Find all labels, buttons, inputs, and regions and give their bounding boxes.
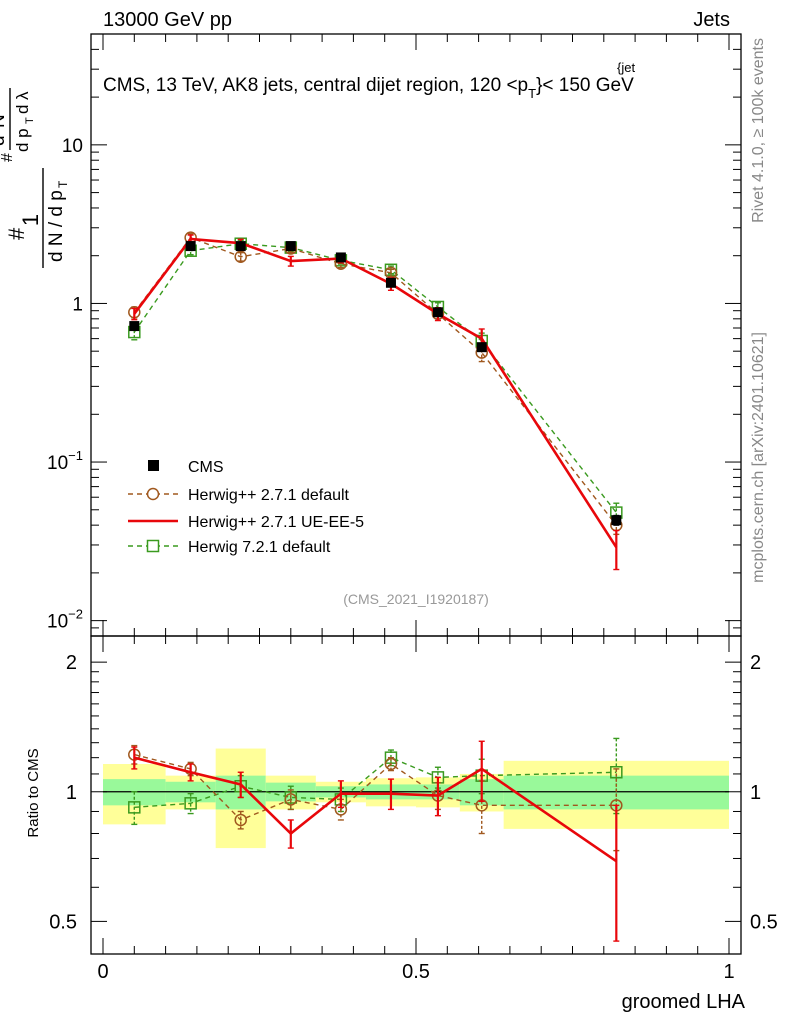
series-cms-point: [432, 307, 443, 318]
legend-label: Herwig 7.2.1 default: [188, 539, 331, 556]
chart-title: CMS, 13 TeV, AK8 jets, central dijet reg…: [103, 75, 634, 101]
svg-text:d: d: [13, 105, 32, 114]
svg-text:λ: λ: [13, 91, 32, 100]
ratio-tick-label: 2: [66, 652, 77, 674]
series-cms-point: [476, 342, 487, 353]
svg-text:N: N: [0, 114, 9, 128]
rivet-version-label: Rivet 4.1.0, ≥ 100k events: [750, 38, 767, 223]
header-left: 13000 GeV pp: [103, 9, 232, 31]
ratio-herwig-2-7-1-default-point: [284, 793, 298, 806]
series-cms-point: [285, 241, 296, 252]
series-herwig-2-7-1-default-line: [133, 236, 617, 526]
header-right: Jets: [693, 9, 730, 31]
y-tick-label: 10: [62, 136, 83, 157]
svg-text:#: #: [0, 153, 16, 162]
svg-text:d N / d p: d N / d p: [46, 190, 67, 262]
legend-marker-square: [146, 539, 160, 553]
chart-title-sup: {jet: [617, 60, 635, 75]
main-panel-series: [128, 231, 623, 571]
ratio-herwig-7-2-1-default-point: [128, 801, 141, 814]
svg-text:T: T: [24, 117, 36, 124]
legend-label: Herwig++ 2.7.1 UE-EE-5: [188, 514, 364, 531]
ratio-tick-label-right: 2: [750, 652, 761, 674]
ratio-herwig-7-2-1-default-point: [184, 797, 197, 810]
series-cms-point: [185, 241, 196, 252]
series-cms-point: [235, 241, 246, 252]
ratio-tick-label-right: 0.5: [750, 911, 778, 933]
y-tick-label: 10−2: [47, 607, 83, 633]
chart-title-tail: }< 150 GeV: [536, 75, 634, 96]
svg-text:1: 1: [18, 214, 43, 226]
axes: 10−2 10−1 1 10 0.5 0.5 1 1 2 2 0 0.5 1: [47, 33, 778, 983]
svg-text:#: #: [4, 227, 29, 240]
ratio-panel-series: [128, 737, 623, 942]
x-axis-label: groomed LHA: [622, 991, 746, 1013]
x-tick-label: 1: [723, 961, 734, 983]
chart-title-sub: T: [528, 86, 536, 101]
mcplots-label: mcplots.cern.ch [arXiv:2401.10621]: [750, 332, 767, 583]
ratio-y-axis-label: Ratio to CMS: [25, 748, 42, 837]
legend-label: CMS: [188, 459, 224, 476]
ratio-herwig-2-7-1-default-point: [384, 757, 398, 771]
x-tick-label: 0: [97, 961, 108, 983]
x-tick-label: 0.5: [402, 961, 430, 983]
legend-marker-cms: [148, 460, 159, 471]
y-tick-label: 1: [72, 294, 83, 315]
svg-text:d: d: [0, 135, 9, 146]
series-cms-point: [129, 321, 140, 332]
ratio-herwig-2-7-1-default-point: [234, 813, 247, 827]
series-cms-point: [335, 252, 346, 263]
series-cms-point: [385, 277, 396, 288]
ratio-tick-label-right: 1: [750, 782, 761, 804]
legend-marker-circle: [146, 487, 160, 501]
series-herwig-2-7-1-default-point: [234, 250, 247, 263]
svg-text:T: T: [56, 180, 70, 188]
y-tick-label: 10−1: [47, 448, 83, 474]
ratio-data-bands: [103, 748, 729, 849]
chart-title-main: CMS, 13 TeV, AK8 jets, central dijet reg…: [103, 75, 528, 96]
ratio-tick-label: 0.5: [49, 911, 77, 933]
y-axis-label: # 1 d N / d p T # d 2 N d p T d λ: [0, 88, 70, 268]
legend-label: Herwig++ 2.7.1 default: [188, 487, 350, 504]
ratio-tick-label: 1: [66, 782, 77, 804]
ratio-herwig-7-2-1-default-point: [610, 765, 623, 779]
svg-text:d p: d p: [13, 128, 32, 152]
analysis-id: (CMS_2021_I1920187): [343, 591, 489, 607]
legend: CMS Herwig++ 2.7.1 default Herwig++ 2.7.1 …: [128, 459, 364, 556]
series-cms-point: [611, 515, 622, 526]
